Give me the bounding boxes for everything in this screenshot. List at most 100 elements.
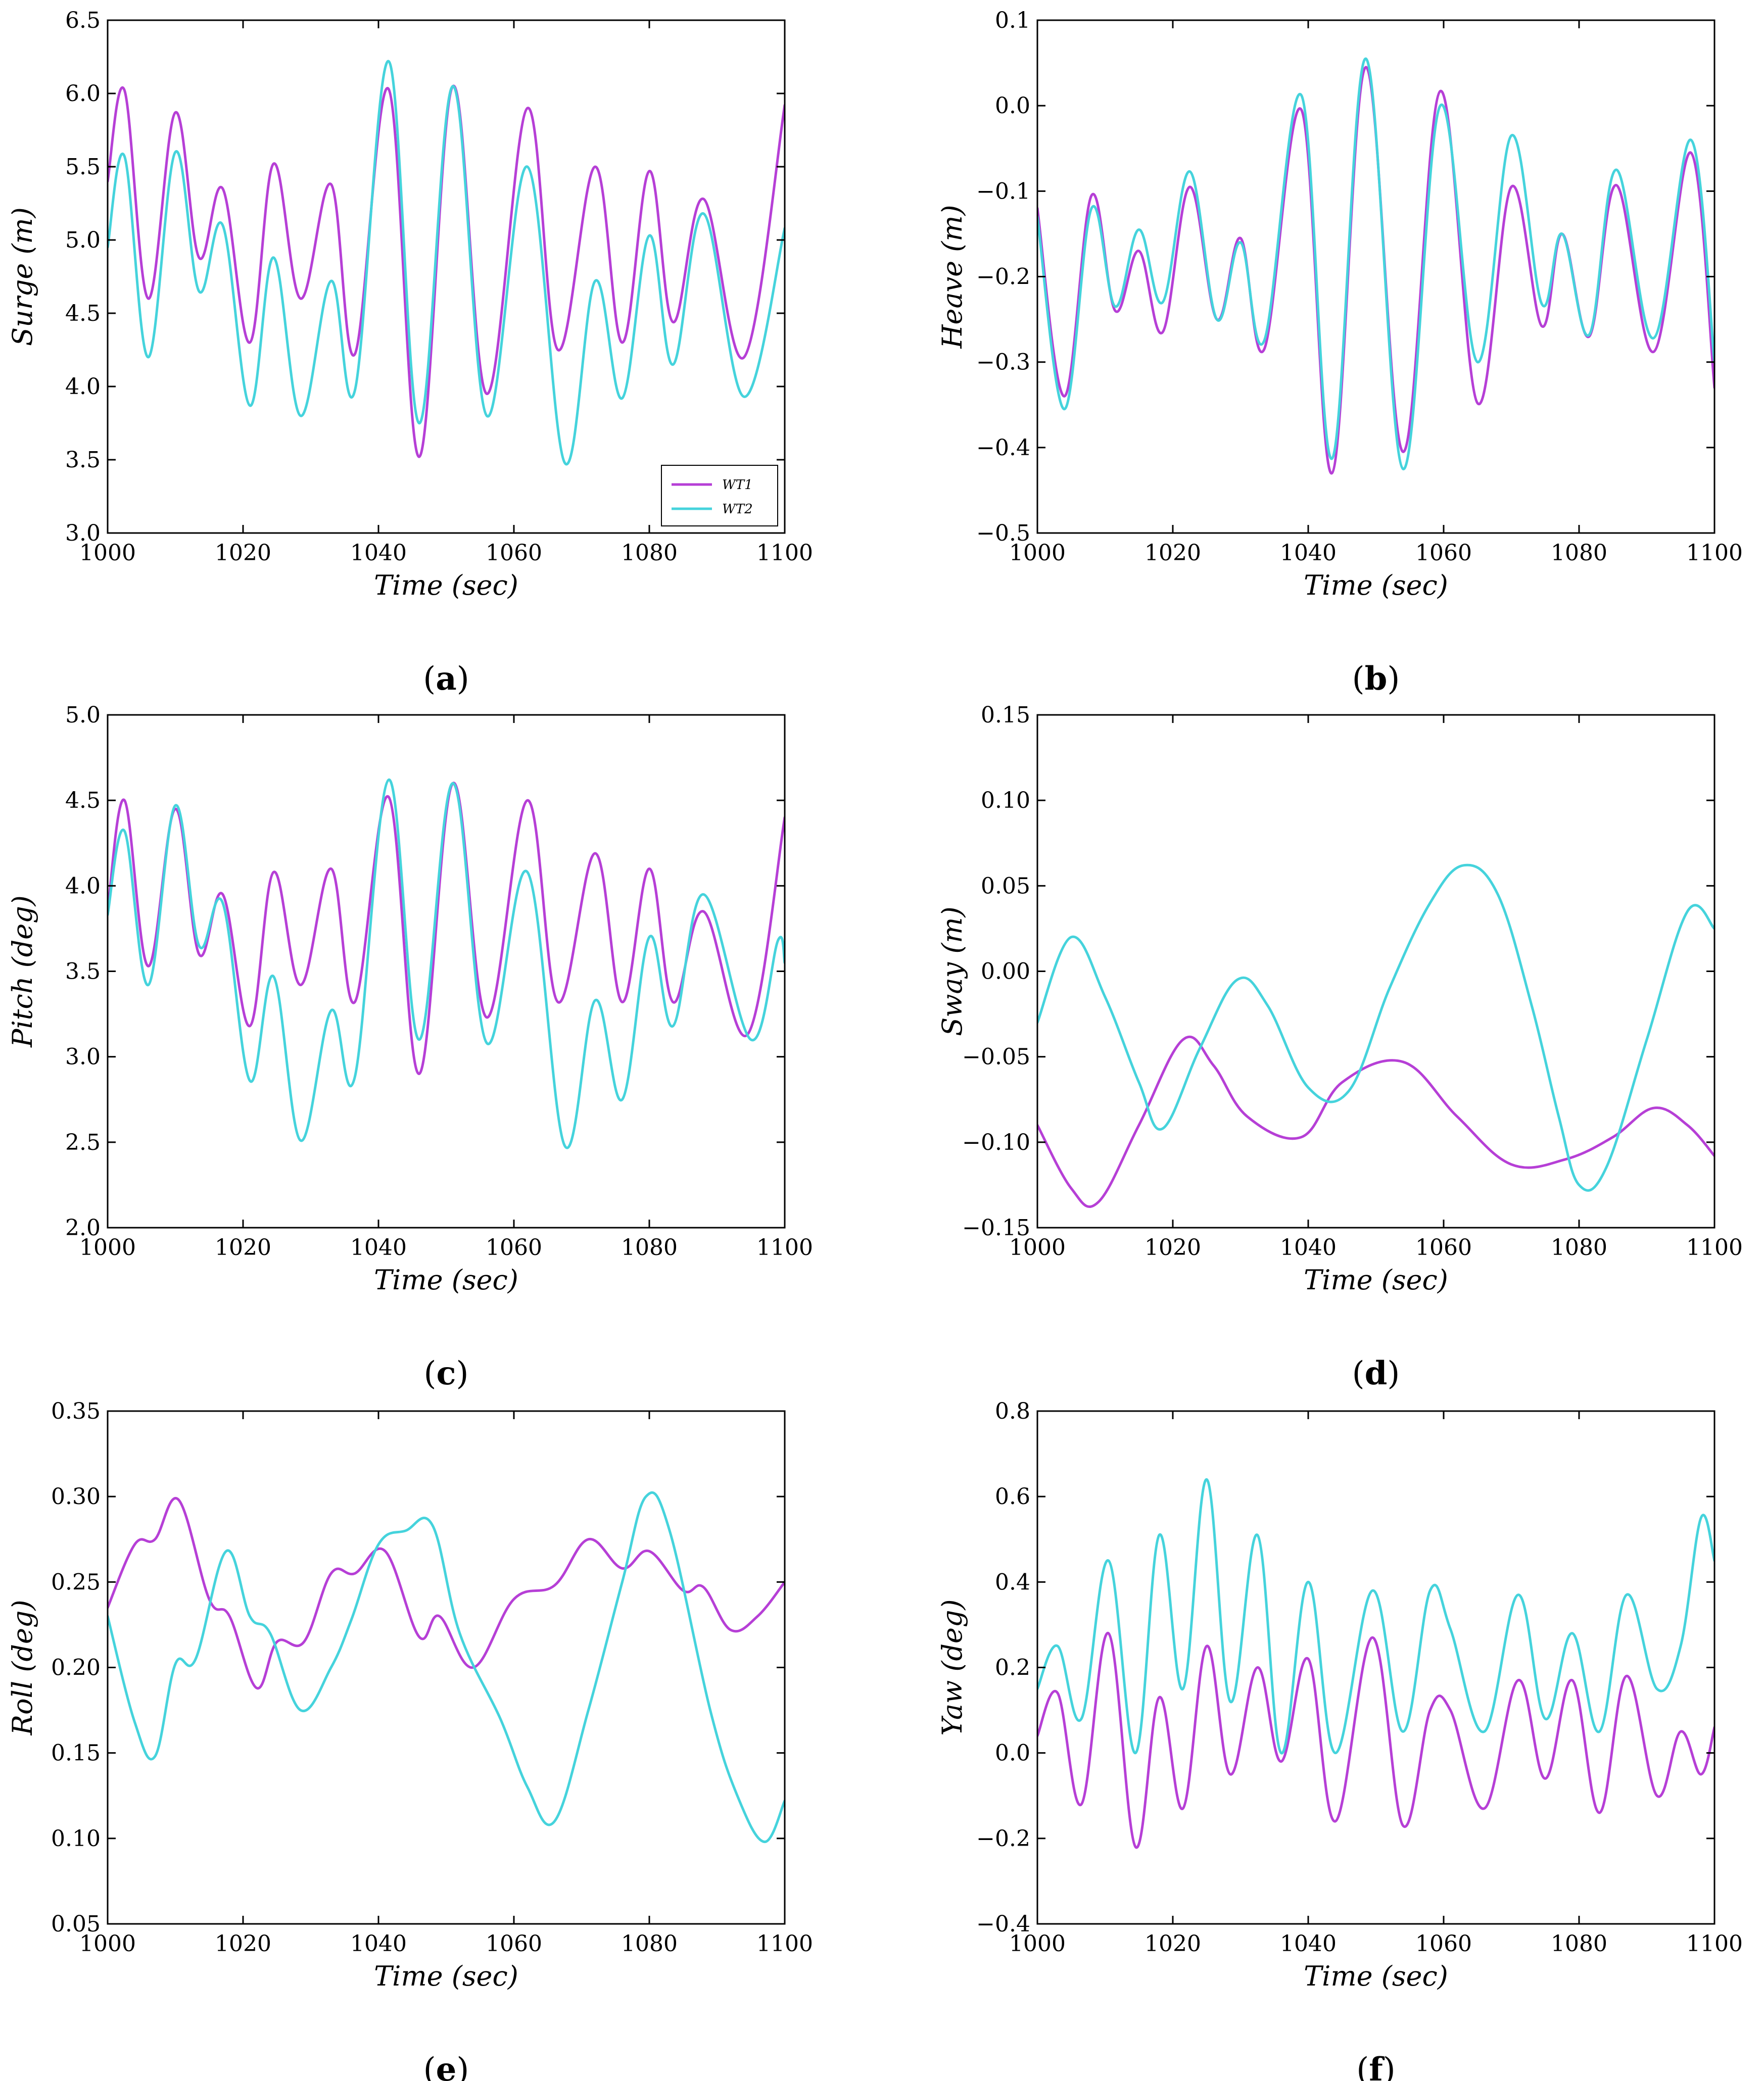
x-tick-label: 1080 [1551,1931,1607,1957]
x-tick-label: 1100 [1686,1931,1743,1957]
y-tick-label: 0.15 [981,702,1030,728]
x-tick-label: 1000 [1009,1931,1066,1957]
chart-panel-f: 1000 1020 1040 1060 1080 1100 −0.4 −0.2 0.0 0.2 0.… [936,1398,1743,2081]
y-tick-label: 0.0 [995,93,1030,119]
y-tick-label: 4.0 [65,873,101,899]
x-tick-label: 1100 [1686,540,1743,566]
x-tick-label: 1020 [215,540,271,566]
panel-caption: (d) [1352,1354,1400,1392]
y-tick-label: 4.5 [65,301,101,326]
x-tick-label: 1100 [1686,1235,1743,1261]
x-axis-label: Time (sec) [1304,1264,1448,1296]
y-tick-label: 0.30 [51,1484,101,1510]
y-tick-label: 0.8 [995,1398,1030,1424]
y-tick-label: 5.0 [65,702,101,728]
legend-box [661,465,778,526]
chart-panel-a: 1000 1020 1040 1060 1080 1100 3.0 3.5 4.0 4.5 5.0 5… [7,8,813,698]
y-tick-label: 0.15 [51,1740,101,1766]
x-tick-label: 1080 [621,540,678,566]
y-tick-label: −0.05 [962,1044,1030,1070]
y-axis-label: Surge (m) [7,207,38,346]
y-tick-label: 0.2 [995,1655,1030,1681]
x-tick-label: 1040 [1280,1931,1337,1957]
series-line-wt1-d [1037,1035,1714,1208]
panel-caption: (c) [424,1354,469,1392]
y-tick-label: −0.2 [976,264,1030,290]
y-axis-label: Pitch (deg) [7,895,38,1048]
series-line-wt2-f [1037,1478,1714,1755]
series-line-wt2-a [108,60,785,466]
series-line-wt1-c [108,782,785,1076]
x-axis-label: Time (sec) [374,569,518,601]
x-tick-label: 1000 [79,1931,136,1957]
y-tick-label: 6.5 [65,8,101,33]
chart-panel-e: 1000 1020 1040 1060 1080 1100 0.05 0.10 0.15 0.20… [7,1398,813,2081]
y-axis-label: Sway (m) [936,906,968,1036]
y-tick-label: 0.6 [995,1484,1030,1510]
x-tick-label: 1040 [350,540,407,566]
x-tick-label: 1080 [621,1931,678,1957]
plot-frame-a [107,19,786,534]
y-tick-label: −0.4 [976,435,1030,461]
legend-label-wt2: WT2 [722,502,753,517]
y-tick-label: 4.0 [65,374,101,400]
legend-label-wt1: WT1 [722,477,753,493]
legend: WT1 WT2 [661,465,778,526]
y-tick-label: 6.0 [65,81,101,107]
x-axis-label: Time (sec) [1304,569,1448,601]
x-tick-label: 1020 [1145,1235,1201,1261]
chart-panel-b: 1000 1020 1040 1060 1080 1100 −0.5 −0.4 −0.3 −0.2… [936,8,1743,698]
y-tick-label: −0.2 [976,1826,1030,1852]
y-tick-label: −0.5 [976,520,1030,546]
x-tick-label: 1000 [79,1235,136,1261]
y-tick-label: 4.5 [65,788,101,813]
panel-caption: (e) [423,2051,469,2081]
y-tick-label: −0.1 [976,178,1030,204]
series-line-wt1-e [108,1497,785,1690]
x-tick-label: 1020 [1145,540,1201,566]
x-tick-label: 1060 [486,1931,542,1957]
y-tick-label: 3.0 [65,520,101,546]
x-tick-label: 1060 [486,540,542,566]
chart-panel-d: 1000 1020 1040 1060 1080 1100 −0.15 −0.10 −0.05 0… [936,702,1743,1392]
chart-panel-c: 1000 1020 1040 1060 1080 1100 2.0 2.5 3.0 3.5 4.0 4… [7,702,813,1392]
x-tick-label: 1100 [756,1931,813,1957]
y-tick-label: 0.1 [995,8,1030,33]
x-tick-label: 1040 [350,1931,407,1957]
panel-caption: (a) [423,660,469,698]
y-tick-label: 2.0 [65,1215,101,1241]
x-tick-label: 1080 [1551,1235,1607,1261]
x-tick-label: 1020 [1145,1931,1201,1957]
panel-caption: (f) [1356,2051,1395,2081]
y-tick-label: −0.10 [962,1130,1030,1155]
x-tick-label: 1040 [1280,540,1337,566]
y-tick-label: 0.4 [995,1569,1030,1595]
panel-caption: (b) [1352,660,1400,698]
plot-frame-e [107,1410,786,1925]
y-tick-label: −0.3 [976,350,1030,375]
x-tick-label: 1000 [1009,1235,1066,1261]
y-tick-label: 0.35 [51,1398,101,1424]
y-tick-label: 0.05 [981,873,1030,899]
y-tick-label: 0.10 [51,1826,101,1852]
series-line-wt2-e [108,1491,785,1844]
x-tick-label: 1020 [215,1235,271,1261]
x-axis-label: Time (sec) [374,1264,518,1296]
x-tick-label: 1040 [1280,1235,1337,1261]
y-axis-label: Roll (deg) [7,1600,38,1735]
y-tick-label: 0.00 [981,959,1030,985]
x-tick-label: 1060 [486,1235,542,1261]
y-tick-label: 3.0 [65,1044,101,1070]
x-tick-label: 1080 [1551,540,1607,566]
y-axis-label: Heave (m) [936,205,968,349]
x-tick-label: 1000 [79,540,136,566]
y-tick-label: 0.0 [995,1740,1030,1766]
y-tick-label: −0.4 [976,1911,1030,1937]
x-tick-label: 1100 [756,540,813,566]
x-tick-label: 1060 [1415,1931,1472,1957]
series-line-wt2-c [108,779,785,1149]
series-line-wt2-b [1037,57,1714,470]
y-tick-label: 3.5 [65,959,101,985]
x-tick-label: 1000 [1009,540,1066,566]
